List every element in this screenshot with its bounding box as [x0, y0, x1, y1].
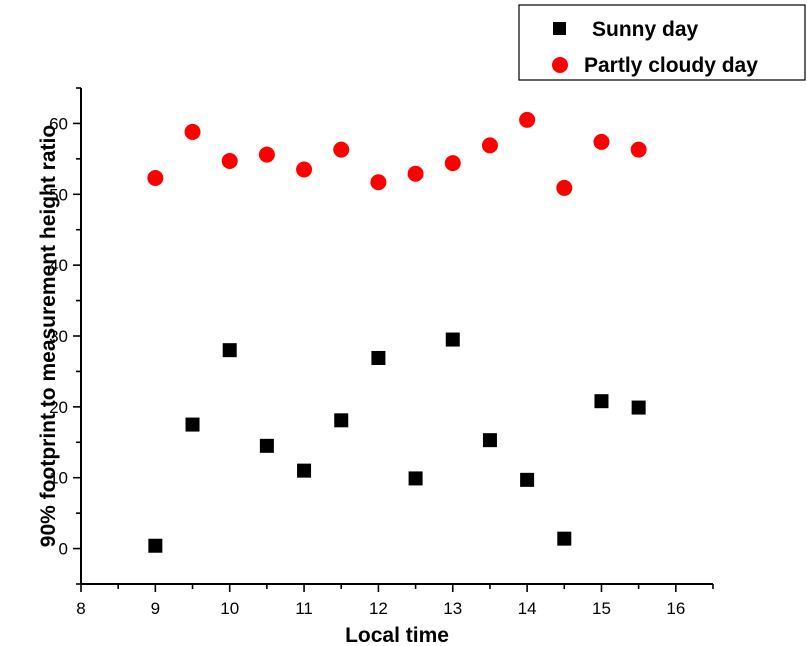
point-partly-cloudy-day	[444, 155, 461, 172]
data-points	[147, 111, 647, 553]
point-sunny-day	[297, 463, 312, 478]
axes	[80, 88, 713, 585]
point-partly-cloudy-day	[370, 174, 387, 191]
point-partly-cloudy-day	[147, 169, 164, 186]
x-tick-label: 10	[220, 599, 239, 618]
point-sunny-day	[222, 343, 237, 358]
point-sunny-day	[334, 413, 349, 428]
point-partly-cloudy-day	[630, 141, 647, 158]
ticks: 8 9 10 11 12 13 14 15 16 0 10 20 30 40 50 60	[49, 87, 714, 618]
point-sunny-day	[185, 417, 200, 432]
point-partly-cloudy-day	[184, 123, 201, 140]
point-partly-cloudy-day	[258, 146, 275, 163]
point-sunny-day	[445, 332, 460, 347]
y-tick-label: 20	[49, 398, 68, 417]
legend-marker-partly-cloudy-day	[552, 57, 568, 73]
point-partly-cloudy-day	[333, 141, 350, 158]
y-tick-label: 40	[49, 256, 68, 275]
point-partly-cloudy-day	[481, 137, 498, 154]
x-tick-label: 16	[666, 599, 685, 618]
x-tick-label: 14	[518, 599, 537, 618]
legend: Sunny day Partly cloudy day	[518, 4, 806, 81]
point-partly-cloudy-day	[519, 111, 536, 128]
x-tick-label: 15	[592, 599, 611, 618]
y-tick-label: 50	[49, 185, 68, 204]
point-sunny-day	[631, 400, 646, 415]
point-partly-cloudy-day	[407, 165, 424, 182]
legend-label-partly-cloudy-day: Partly cloudy day	[584, 54, 758, 77]
point-sunny-day	[371, 350, 386, 365]
point-sunny-day	[557, 531, 572, 546]
x-tick-label: 11	[295, 599, 313, 618]
y-tick-label: 10	[49, 469, 68, 488]
point-partly-cloudy-day	[221, 152, 238, 169]
legend-label-sunny-day: Sunny day	[592, 18, 699, 41]
y-tick-label: 30	[49, 327, 68, 346]
y-tick-label: 60	[49, 114, 68, 133]
legend-marker-sunny-day	[553, 22, 566, 35]
point-sunny-day	[259, 438, 274, 453]
y-axis-title: 90% footprint to measurement height rati…	[37, 125, 60, 547]
point-partly-cloudy-day	[593, 133, 610, 150]
point-sunny-day	[520, 472, 535, 487]
point-sunny-day	[148, 538, 163, 553]
point-sunny-day	[482, 433, 497, 448]
x-axis-title: Local time	[345, 624, 449, 646]
x-tick-label: 8	[76, 599, 85, 618]
y-tick-label: 0	[59, 540, 68, 559]
x-tick-label: 9	[151, 599, 160, 618]
x-tick-label: 12	[369, 599, 388, 618]
point-sunny-day	[594, 394, 609, 409]
point-partly-cloudy-day	[556, 179, 573, 196]
x-tick-label: 13	[443, 599, 462, 618]
point-partly-cloudy-day	[296, 161, 313, 178]
point-sunny-day	[408, 471, 423, 486]
